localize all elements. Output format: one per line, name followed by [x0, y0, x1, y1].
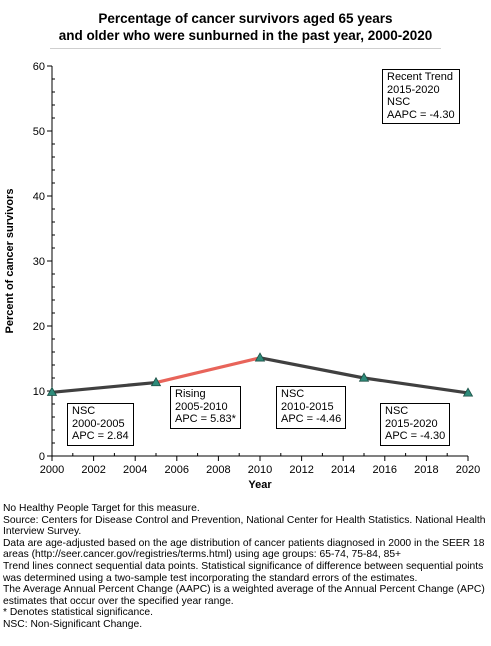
y-tick-label: 30: [33, 256, 45, 268]
footnote: Trend lines connect sequential data poin…: [3, 560, 484, 584]
y-axis-title: Percent of cancer survivors: [4, 189, 16, 334]
trend-annotation-2000-2005-line: NSC: [72, 405, 96, 417]
footnote: Data are age-adjusted based on the age d…: [3, 537, 485, 561]
recent-trend-box: Recent Trend 2015-2020 NSC AAPC = -4.30: [382, 69, 460, 124]
recent-trend-box-line: Recent Trend: [387, 71, 454, 83]
recent-trend-box-line: NSC: [387, 96, 411, 108]
data-point-2020: [462, 387, 474, 397]
chart-title: Percentage of cancer survivors aged 65 y…: [0, 10, 491, 44]
x-tick-label: 2000: [40, 464, 64, 476]
y-tick-label: 0: [39, 451, 45, 463]
x-tick-label: 2018: [414, 464, 438, 476]
trend-annotation-2015-2020-line: APC = -4.30: [385, 430, 446, 442]
trend-annotation-2000-2005-line: 2000-2005: [72, 417, 125, 430]
y-tick-label: 10: [33, 386, 45, 398]
trend-annotation-2015-2020-line: NSC: [385, 405, 409, 417]
footnote: The Average Annual Percent Change (AAPC)…: [3, 584, 485, 607]
x-tick-label: 2016: [373, 464, 397, 476]
trend-annotation-2005-2010: Rising 2005-2010 APC = 5.83*: [170, 386, 241, 429]
trend-annotation-2010-2015-line: 2010-2015: [281, 400, 334, 413]
x-tick-label: 2014: [331, 464, 355, 476]
x-tick-label: 2020: [456, 464, 480, 476]
x-axis-title: Year: [248, 479, 272, 491]
title-divider: [50, 48, 441, 49]
trend-annotation-2005-2010-line: Rising: [175, 388, 206, 400]
footnote: Source: Centers for Disease Control and …: [3, 514, 486, 538]
y-tick-label: 60: [33, 61, 45, 73]
footnote: NSC: Non-Significant Change.: [3, 618, 143, 630]
y-tick-label: 40: [33, 191, 45, 203]
y-tick-label: 50: [33, 126, 45, 138]
footnote: * Denotes statistical significance.: [3, 607, 153, 619]
x-tick-label: 2004: [123, 464, 147, 476]
x-tick-label: 2008: [206, 464, 230, 476]
data-point-2000: [46, 386, 58, 396]
trend-annotation-2010-2015-line: NSC: [281, 388, 305, 400]
footnotes: No Healthy People Target for this measur…: [3, 503, 489, 631]
recent-trend-box-line: 2015-2020: [387, 83, 440, 96]
data-point-2015: [358, 372, 370, 382]
trend-annotation-2015-2020-line: 2015-2020: [385, 417, 438, 430]
recent-trend-box-line: AAPC = -4.30: [387, 108, 455, 121]
trend-annotation-2010-2015-line: APC = -4.46: [281, 413, 342, 425]
footnote: No Healthy People Target for this measur…: [3, 503, 200, 514]
data-point-2010: [254, 352, 266, 362]
trend-annotation-2000-2005-line: APC = 2.84: [72, 430, 129, 442]
chart-title-line-2: and older who were sunburned in the past…: [58, 28, 433, 43]
x-tick-label: 2002: [81, 464, 105, 476]
trend-segment-2010-2015: [258, 356, 366, 380]
x-tick-label: 2010: [248, 464, 272, 476]
trend-annotation-2000-2005: NSC 2000-2005 APC = 2.84: [67, 403, 134, 446]
y-tick-label: 20: [33, 321, 45, 333]
trend-segment-2000-2005: [50, 380, 158, 394]
trend-segment-2015-2020: [362, 376, 470, 395]
x-tick-label: 2006: [165, 464, 189, 476]
trend-annotation-2005-2010-line: 2005-2010: [175, 400, 228, 413]
trend-segment-2005-2010: [154, 356, 262, 385]
line-chart: 0 10 20 30 40 50 60 2000 2002 2004 2006 2008 2010 201…: [4, 61, 480, 491]
x-tick-label: 2012: [289, 464, 313, 476]
chart-title-line-1: Percentage of cancer survivors aged 65 y…: [98, 11, 393, 26]
trend-annotation-2010-2015: NSC 2010-2015 APC = -4.46: [276, 386, 347, 429]
data-point-2005: [150, 376, 162, 387]
trend-annotation-2015-2020: NSC 2015-2020 APC = -4.30: [380, 403, 451, 446]
trend-annotation-2005-2010-line: APC = 5.83*: [175, 413, 236, 425]
